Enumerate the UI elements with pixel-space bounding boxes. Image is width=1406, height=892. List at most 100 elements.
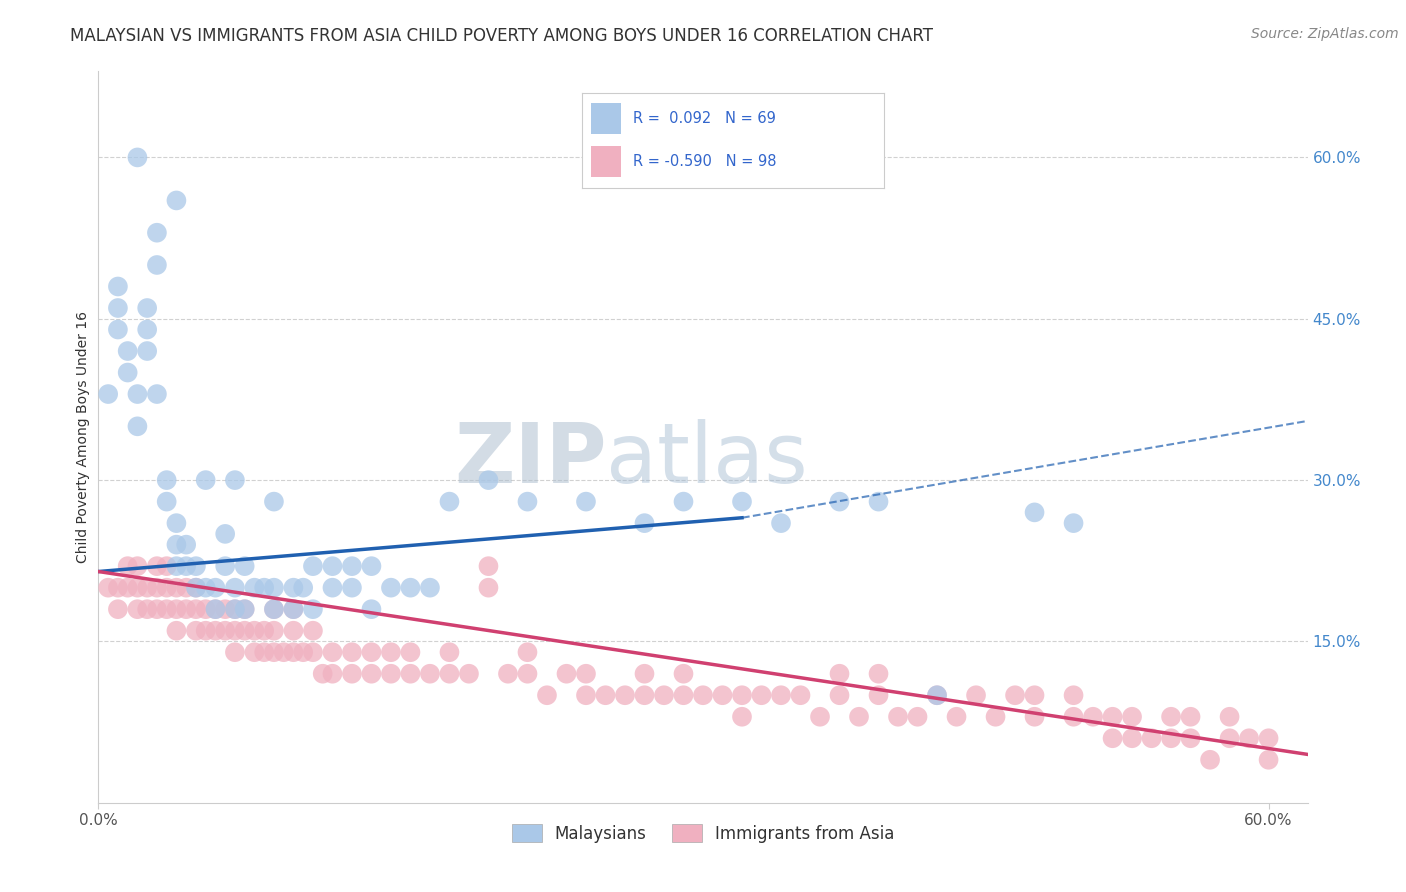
Legend: Malaysians, Immigrants from Asia: Malaysians, Immigrants from Asia (505, 818, 901, 849)
Point (380, 581, 402, 595)
Point (1160, 710, 1182, 724)
Point (380, 666, 402, 681)
Point (1219, 710, 1241, 724)
Point (263, 494, 285, 508)
Point (595, 688, 617, 702)
Point (828, 494, 851, 508)
Point (652, 688, 675, 702)
Point (516, 666, 538, 681)
Point (751, 688, 773, 702)
Point (146, 226, 169, 240)
Point (419, 581, 441, 595)
Point (136, 301, 159, 315)
Point (1140, 731, 1163, 746)
Point (184, 602, 207, 616)
Point (263, 645, 285, 659)
Point (1257, 731, 1279, 746)
Point (156, 494, 179, 508)
Point (321, 581, 343, 595)
Point (292, 581, 315, 595)
Point (731, 494, 754, 508)
Point (146, 602, 169, 616)
Point (263, 602, 285, 616)
Point (156, 581, 179, 595)
Point (233, 602, 256, 616)
Point (1121, 731, 1143, 746)
Point (136, 322, 159, 336)
Point (146, 387, 169, 401)
Point (1063, 688, 1085, 702)
Point (165, 194, 187, 208)
Point (1024, 688, 1046, 702)
Point (633, 688, 655, 702)
Point (233, 624, 256, 638)
Point (536, 688, 558, 702)
Point (380, 645, 402, 659)
Point (808, 710, 831, 724)
Point (965, 688, 987, 702)
Point (204, 602, 226, 616)
Point (214, 602, 236, 616)
Point (302, 624, 325, 638)
Point (575, 494, 598, 508)
Point (555, 666, 578, 681)
Point (146, 559, 169, 574)
Point (243, 645, 266, 659)
Point (321, 559, 343, 574)
Point (633, 516, 655, 530)
Point (174, 602, 197, 616)
Point (204, 624, 226, 638)
Point (477, 581, 499, 595)
Point (321, 645, 343, 659)
Point (165, 624, 187, 638)
Point (156, 473, 179, 487)
Point (848, 710, 870, 724)
Point (1121, 710, 1143, 724)
Point (204, 602, 226, 616)
Point (360, 602, 382, 616)
Point (194, 473, 217, 487)
Point (263, 624, 285, 638)
Point (496, 666, 519, 681)
Point (127, 581, 149, 595)
Point (672, 666, 695, 681)
Point (165, 559, 187, 574)
Point (136, 602, 159, 616)
Point (156, 559, 179, 574)
Point (633, 666, 655, 681)
Point (340, 559, 363, 574)
Point (672, 494, 695, 508)
Point (117, 559, 139, 574)
Point (1101, 731, 1123, 746)
Point (283, 624, 305, 638)
Point (224, 602, 246, 616)
Point (769, 688, 792, 702)
Point (214, 624, 236, 638)
Point (1081, 710, 1104, 724)
Point (233, 559, 256, 574)
Point (925, 688, 948, 702)
Point (868, 666, 890, 681)
Point (340, 581, 363, 595)
Point (174, 581, 197, 595)
Point (907, 710, 929, 724)
Point (97, 581, 120, 595)
Point (224, 602, 246, 616)
Point (575, 666, 598, 681)
Point (1004, 688, 1026, 702)
Point (243, 581, 266, 595)
Point (1257, 753, 1279, 767)
Point (117, 581, 139, 595)
Point (174, 559, 197, 574)
Point (1160, 731, 1182, 746)
Point (204, 581, 226, 595)
Point (107, 581, 129, 595)
Point (731, 688, 754, 702)
Point (302, 559, 325, 574)
Point (263, 602, 285, 616)
Point (283, 645, 305, 659)
Point (136, 581, 159, 595)
Point (477, 559, 499, 574)
Point (439, 494, 461, 508)
Point (194, 624, 217, 638)
